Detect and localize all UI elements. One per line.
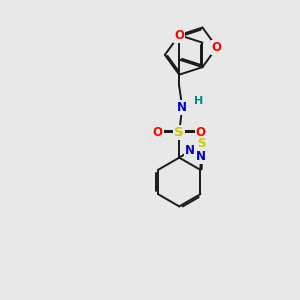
Text: O: O bbox=[212, 41, 222, 54]
Text: O: O bbox=[196, 126, 206, 139]
Text: H: H bbox=[194, 96, 203, 106]
Text: N: N bbox=[196, 150, 206, 163]
Text: S: S bbox=[197, 137, 206, 150]
Text: O: O bbox=[153, 126, 163, 139]
Text: S: S bbox=[174, 126, 184, 139]
Text: N: N bbox=[185, 144, 195, 157]
Text: N: N bbox=[177, 100, 187, 114]
Text: O: O bbox=[174, 28, 184, 42]
